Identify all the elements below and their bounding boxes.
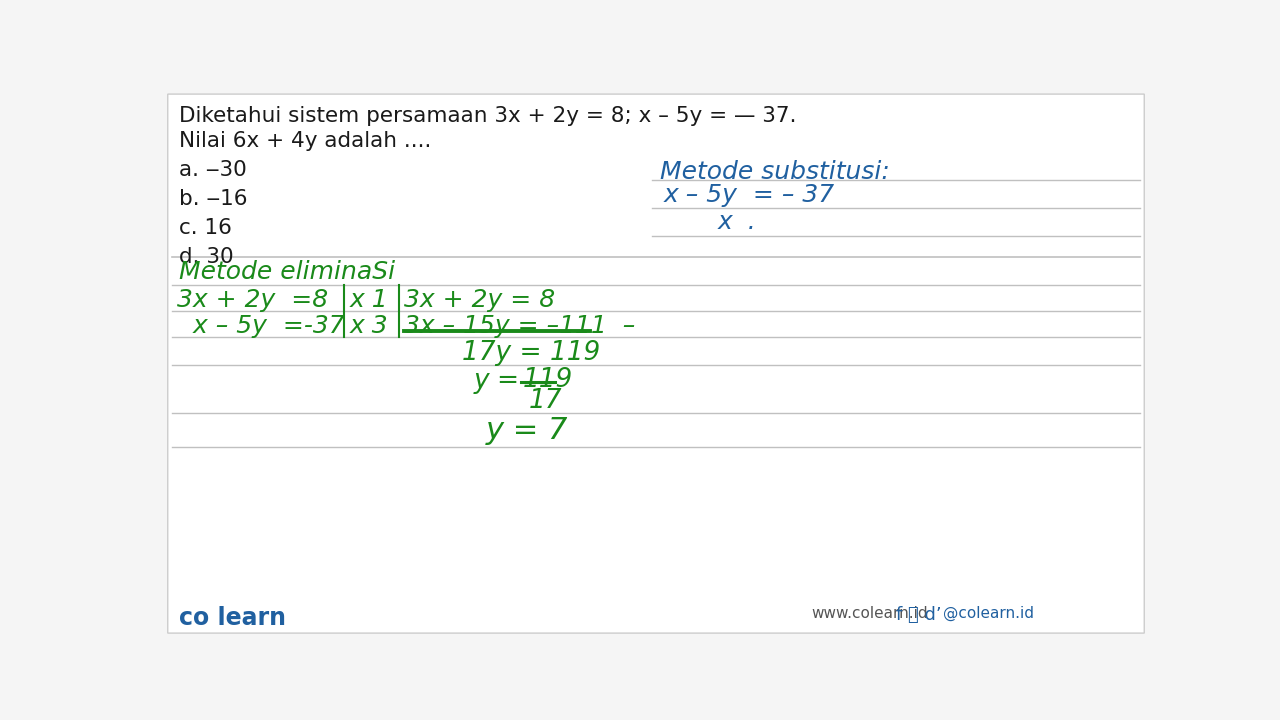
Text: a. ‒30: a. ‒30 bbox=[179, 160, 247, 179]
Text: 119: 119 bbox=[522, 367, 573, 393]
Text: x 3: x 3 bbox=[349, 315, 389, 338]
Text: d. 30: d. 30 bbox=[179, 248, 234, 267]
Text: x 1: x 1 bbox=[349, 288, 389, 312]
Text: Diketahui sistem persamaan 3x + 2y = 8; x – 5y = — 37.: Diketahui sistem persamaan 3x + 2y = 8; … bbox=[179, 106, 797, 126]
Text: y = 7: y = 7 bbox=[485, 416, 568, 445]
Text: c. 16: c. 16 bbox=[179, 218, 232, 238]
Text: 17y = 119: 17y = 119 bbox=[462, 341, 600, 366]
Text: y =: y = bbox=[474, 368, 529, 395]
Text: 3x + 2y = 8: 3x + 2y = 8 bbox=[404, 288, 556, 312]
FancyBboxPatch shape bbox=[168, 94, 1144, 633]
Text: b. ‒16: b. ‒16 bbox=[179, 189, 248, 209]
Text: 3x – 15y = –111  –: 3x – 15y = –111 – bbox=[404, 315, 635, 338]
Text: @colearn.id: @colearn.id bbox=[943, 606, 1034, 621]
Text: x – 5y  = – 37: x – 5y = – 37 bbox=[664, 183, 835, 207]
Text: 3x + 2y  =8: 3x + 2y =8 bbox=[177, 288, 328, 312]
Text: 17: 17 bbox=[529, 388, 562, 414]
Text: Metode substitusi:: Metode substitusi: bbox=[660, 160, 890, 184]
Text: co learn: co learn bbox=[179, 606, 287, 630]
Text: x  .: x . bbox=[718, 210, 756, 235]
Text: Metode eliminaSi: Metode eliminaSi bbox=[179, 261, 396, 284]
Text: www.colearn.id: www.colearn.id bbox=[812, 606, 928, 621]
Text: f ⓞ d’: f ⓞ d’ bbox=[896, 606, 942, 624]
Text: Nilai 6x + 4y adalah ....: Nilai 6x + 4y adalah .... bbox=[179, 131, 431, 151]
Text: x – 5y  =-37: x – 5y =-37 bbox=[177, 315, 344, 338]
